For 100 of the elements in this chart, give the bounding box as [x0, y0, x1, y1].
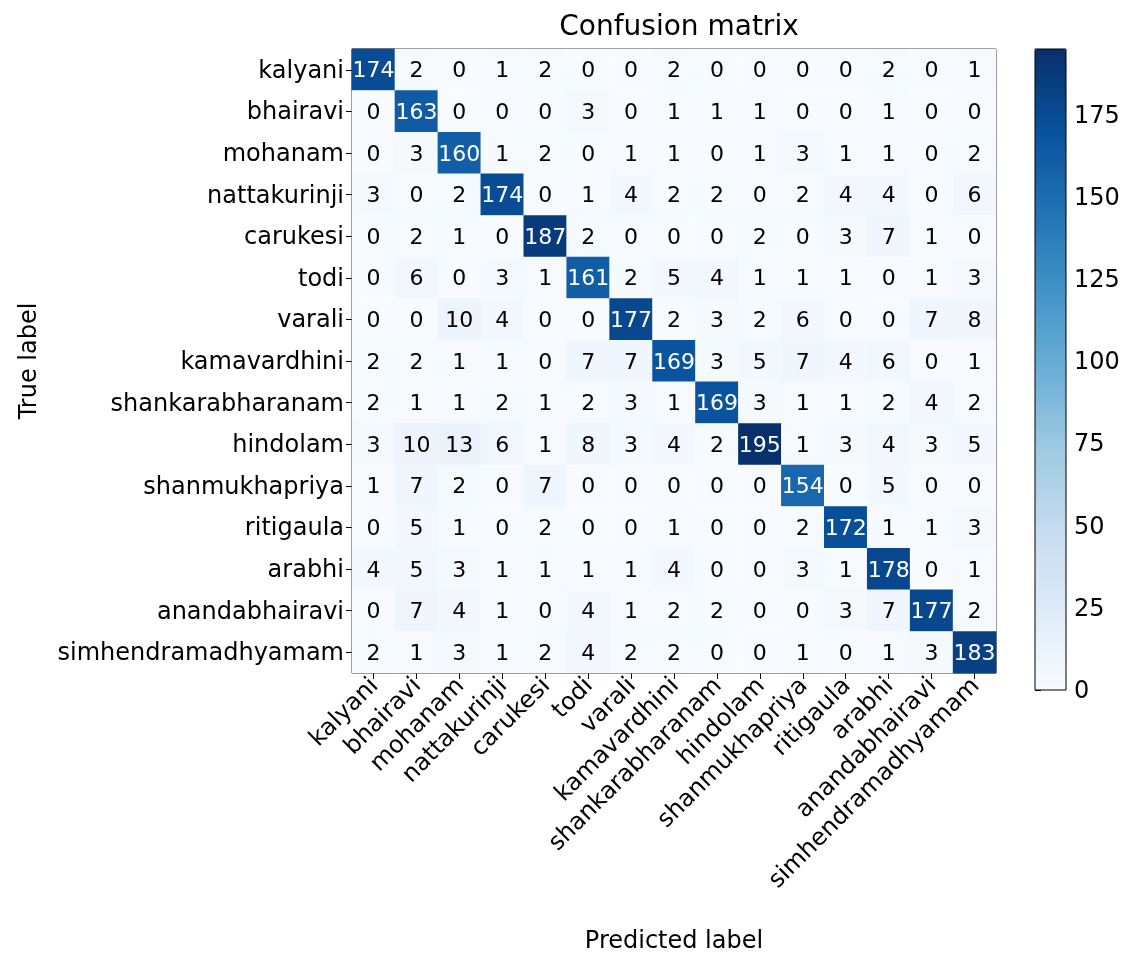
data-label: 0 [924, 140, 939, 166]
data-label: 1 [838, 140, 853, 166]
data-label: 4 [838, 348, 853, 374]
data-label: 1 [967, 57, 982, 83]
data-label: 0 [924, 182, 939, 208]
data-label: 3 [838, 431, 853, 457]
data-label: 0 [624, 223, 639, 249]
data-label: 2 [667, 306, 681, 332]
data-label: 3 [366, 182, 381, 208]
data-label: 1 [409, 639, 424, 665]
data-label: 3 [581, 98, 596, 124]
data-label: 5 [881, 473, 896, 499]
data-label: 1 [495, 639, 510, 665]
data-label: 1 [795, 390, 810, 416]
data-label: 6 [967, 182, 982, 208]
y-tick-label: kamavardhini [180, 347, 344, 375]
data-label: 1 [795, 639, 810, 665]
data-label: 5 [752, 348, 767, 374]
data-label: 0 [495, 514, 510, 540]
data-label: 13 [445, 431, 474, 457]
data-label: 0 [709, 514, 724, 540]
data-label: 0 [709, 556, 724, 582]
x-axis-title: Predicted label [584, 926, 764, 954]
data-label: 0 [795, 598, 810, 624]
color-bar-label: 25 [1074, 593, 1105, 622]
data-label: 1 [495, 348, 510, 374]
data-label: 0 [709, 223, 724, 249]
y-tick-label: shankarabharanam [110, 388, 344, 417]
data-label: 172 [824, 514, 867, 540]
data-label: 3 [752, 390, 767, 416]
y-tick-label: anandabhairavi [156, 596, 344, 625]
data-label: 1 [495, 57, 510, 83]
data-label: 7 [624, 348, 639, 374]
data-label: 2 [667, 57, 681, 83]
data-label: 174 [481, 182, 524, 208]
color-bar-label: 125 [1074, 265, 1120, 294]
color-bar-label: 175 [1074, 100, 1120, 129]
data-label: 1 [495, 140, 510, 166]
data-label: 0 [924, 348, 939, 374]
data-label: 1 [881, 98, 896, 124]
data-label: 0 [581, 306, 596, 332]
data-label: 2 [538, 639, 553, 665]
y-tick-label: carukesi [244, 222, 344, 251]
data-label: 1 [967, 348, 982, 374]
data-label: 1 [581, 182, 596, 208]
color-bar-label: 50 [1074, 511, 1105, 540]
data-label: 7 [924, 306, 939, 332]
data-label: 0 [538, 182, 553, 208]
data-label: 2 [752, 306, 767, 332]
data-label: 4 [452, 598, 467, 624]
data-label: 5 [409, 556, 424, 582]
data-label: 1 [838, 265, 853, 291]
data-label: 0 [366, 223, 381, 249]
data-label: 0 [452, 57, 467, 83]
data-label: 2 [967, 390, 982, 416]
data-label: 0 [366, 140, 381, 166]
data-label: 3 [967, 514, 982, 540]
data-label: 1 [881, 639, 896, 665]
y-tick-label: mohanam [222, 139, 344, 167]
data-label: 1 [366, 473, 381, 499]
y-tick-label: ritigaula [244, 513, 344, 542]
data-label: 1 [495, 598, 510, 624]
data-label: 1 [795, 265, 810, 291]
data-label: 6 [409, 265, 424, 291]
data-label: 3 [795, 556, 810, 582]
data-label: 0 [538, 348, 553, 374]
data-label: 3 [409, 140, 424, 166]
data-label: 177 [910, 598, 953, 624]
data-label: 0 [967, 223, 982, 249]
data-label: 0 [624, 57, 639, 83]
y-axis-title: True label [14, 302, 42, 421]
data-label: 0 [581, 57, 596, 83]
data-label: 7 [538, 473, 553, 499]
data-label: 0 [495, 473, 510, 499]
data-label: 0 [495, 223, 510, 249]
data-label: 1 [495, 556, 510, 582]
data-label: 1 [752, 98, 767, 124]
data-label: 10 [445, 306, 474, 332]
data-label: 4 [838, 182, 853, 208]
data-label: 0 [838, 306, 853, 332]
data-label: 0 [752, 639, 767, 665]
data-label: 4 [581, 598, 596, 624]
data-label: 7 [409, 598, 424, 624]
data-label: 2 [409, 223, 424, 249]
data-label: 0 [752, 57, 767, 83]
data-label: 0 [752, 473, 767, 499]
data-label: 2 [667, 639, 681, 665]
data-label: 1 [838, 390, 853, 416]
data-label: 0 [795, 223, 810, 249]
data-label: 1 [452, 223, 467, 249]
data-label: 1 [667, 98, 681, 124]
data-label: 0 [366, 598, 381, 624]
color-bar-label: 0 [1074, 676, 1090, 704]
chart-title: Confusion matrix [559, 8, 799, 42]
data-label: 1 [581, 556, 596, 582]
data-label: 2 [881, 57, 896, 83]
data-label: 1 [538, 265, 553, 291]
color-bar-label: 100 [1074, 347, 1120, 376]
data-label: 1 [752, 140, 767, 166]
data-label: 1 [538, 390, 553, 416]
